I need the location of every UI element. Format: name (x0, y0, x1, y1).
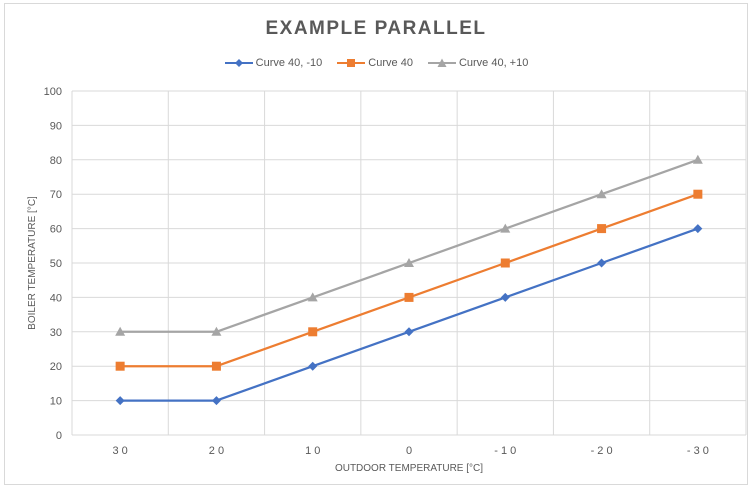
y-tick-label: 70 (50, 189, 62, 201)
data-point-series-1 (404, 292, 414, 302)
legend: Curve 40, -10 Curve 40 Curve 40, +10 (0, 57, 752, 69)
x-tick-label: 3 0 (112, 445, 127, 457)
data-point-series-1 (115, 361, 125, 371)
data-point-series-0 (211, 396, 221, 406)
x-axis-title: OUTDOOR TEMPERATURE [°C] (335, 463, 483, 474)
data-point-series-0 (115, 396, 125, 406)
x-tick-label: 2 0 (209, 445, 224, 457)
data-point-series-2 (404, 258, 414, 267)
y-tick-label: 60 (50, 224, 62, 236)
data-point-series-1 (500, 258, 510, 268)
y-tick-label: 90 (50, 120, 62, 132)
data-point-series-2 (211, 326, 222, 336)
x-tick-label: - 1 0 (494, 445, 516, 457)
legend-label-series-0: Curve 40, -10 (255, 57, 323, 69)
legend-item-series-0: Curve 40, -10 (224, 57, 323, 69)
legend-marker-square (337, 59, 366, 67)
legend-label-series-2: Curve 40, +10 (458, 57, 529, 69)
chart-title: EXAMPLE PARALLEL (265, 18, 487, 39)
y-axis-title: BOILER TEMPERATURE [°C] (27, 196, 38, 330)
data-point-series-1 (308, 327, 318, 337)
y-tick-label: 0 (56, 430, 62, 442)
data-point-series-1 (211, 361, 221, 371)
x-tick-label: 0 (406, 445, 412, 457)
data-point-series-2 (500, 223, 511, 233)
data-point-series-0 (404, 327, 414, 337)
y-tick-label: 40 (50, 292, 62, 304)
legend-item-series-1: Curve 40 (336, 57, 413, 69)
legend-item-series-2: Curve 40, +10 (427, 57, 528, 69)
data-point-series-0 (693, 224, 703, 234)
legend-marker-diamond (224, 59, 253, 67)
series-line-2 (120, 158, 699, 333)
x-tick-label: - 2 0 (591, 445, 613, 457)
legend-label-series-1: Curve 40 (368, 57, 413, 69)
data-point-series-0 (308, 361, 318, 371)
data-point-series-2 (307, 292, 318, 302)
data-point-series-0 (597, 258, 607, 268)
y-tick-label: 80 (50, 155, 62, 167)
data-point-series-1 (597, 224, 607, 234)
data-point-series-2 (115, 326, 126, 336)
data-point-series-0 (500, 292, 510, 302)
y-tick-label: 50 (50, 258, 62, 270)
y-tick-label: 20 (50, 361, 62, 373)
data-point-series-2 (692, 154, 703, 164)
data-point-series-2 (596, 189, 607, 199)
y-tick-label: 100 (44, 86, 62, 98)
y-tick-label: 30 (50, 327, 62, 339)
x-tick-label: - 3 0 (687, 445, 709, 457)
legend-marker-triangle (427, 58, 456, 67)
y-tick-label: 10 (50, 396, 62, 408)
series-line-0 (120, 227, 699, 402)
x-tick-label: 1 0 (305, 445, 320, 457)
chart-area (4, 3, 748, 485)
series-line-1 (120, 193, 699, 368)
data-point-series-1 (693, 189, 703, 199)
